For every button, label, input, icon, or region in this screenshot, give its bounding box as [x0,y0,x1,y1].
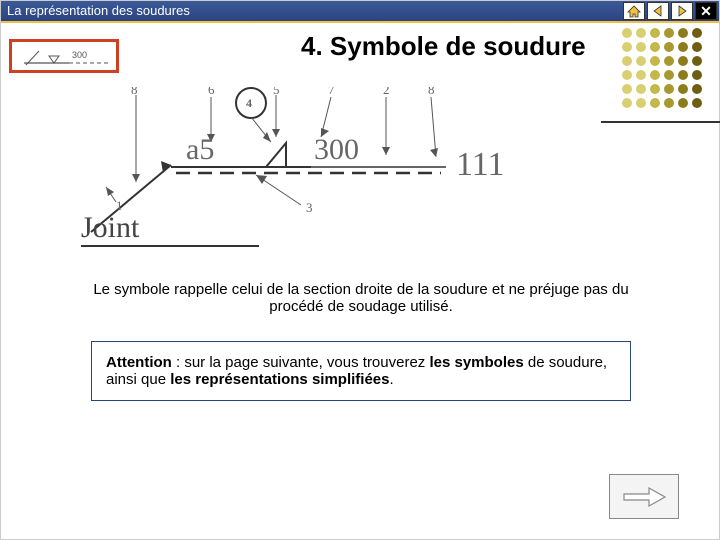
label-a5: a5 [186,133,214,166]
dim-8-left: 8 [131,87,138,97]
label-300: 300 [314,133,359,166]
section-heading: 4. Symbole de soudure [301,31,586,62]
titlebar-buttons: ✕ [623,2,719,20]
dim-6: 6 [208,87,215,97]
window-title: La représentation des soudures [7,0,623,22]
dim-2: 2 [383,87,390,97]
accent-line [601,121,720,123]
dim-8-right: 8 [428,87,435,97]
home-button[interactable] [623,2,645,20]
dim-3: 3 [306,200,313,215]
next-page-button[interactable] [609,474,679,519]
svg-text:300: 300 [72,50,87,60]
next-button[interactable] [671,2,693,20]
thumbnail-image: 300 [9,39,119,73]
attention-box: Attention : sur la page suivante, vous t… [91,341,631,401]
label-111: 111 [456,146,504,183]
prev-button[interactable] [647,2,669,20]
dim-7: 7 [328,87,335,97]
dim-5: 5 [273,87,280,97]
arrow-right-icon [619,482,669,512]
decorative-dots [619,25,719,125]
description-text: Le symbole rappelle celui de la section … [91,281,631,315]
attention-text: Attention : sur la page suivante, vous t… [106,354,607,388]
close-button[interactable]: ✕ [695,2,717,20]
attention-lead: Attention [106,354,172,371]
titlebar: La représentation des soudures ✕ [1,1,719,23]
dim-4: 4 [246,96,252,110]
joint-label: Joint [81,211,259,247]
